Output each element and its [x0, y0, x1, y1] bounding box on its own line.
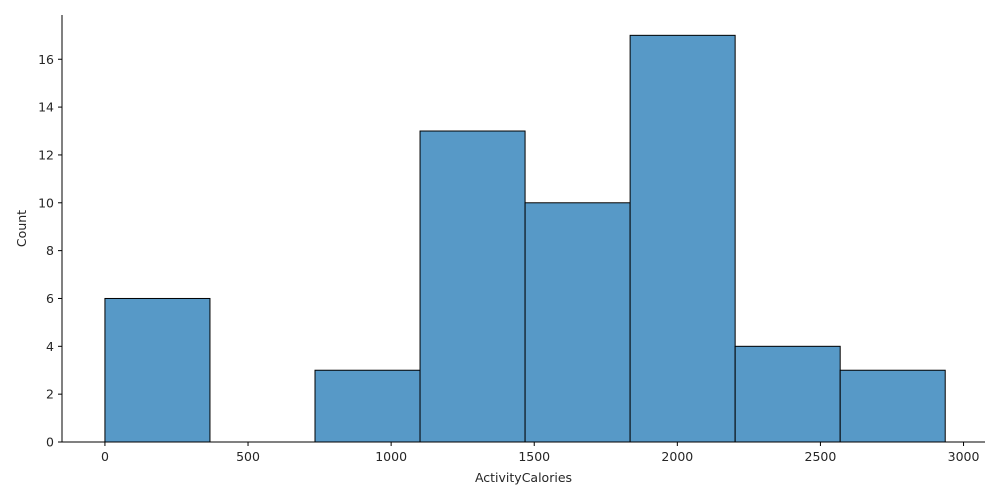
histogram-bar-2	[314, 369, 421, 443]
y-axis-title: Count	[14, 210, 29, 247]
x-axis-title: ActivityCalories	[475, 470, 572, 485]
histogram-bar-4	[524, 202, 631, 443]
x-tick-label: 2500	[805, 449, 837, 464]
y-tick-label: 14	[38, 100, 54, 115]
y-tick-label: 4	[46, 339, 54, 354]
y-tick-label: 16	[38, 52, 54, 67]
histogram-bar-6	[734, 345, 841, 443]
bars-group	[104, 34, 946, 443]
y-tick-label: 2	[46, 387, 54, 402]
y-tick-label: 12	[38, 147, 54, 162]
histogram-bar-5	[629, 34, 736, 443]
y-axis: 0 2 4 6 8 10 12 14 16	[38, 15, 63, 450]
histogram-bar-7	[839, 369, 946, 443]
y-tick-label: 8	[46, 243, 54, 258]
x-axis: 0 500 1000 1500 2000 2500 3000	[62, 441, 985, 464]
x-tick-label: 1500	[518, 449, 550, 464]
y-tick-label: 0	[46, 435, 54, 450]
x-tick-label: 2000	[661, 449, 693, 464]
histogram-bar-3	[419, 130, 526, 443]
histogram-bar-0	[104, 297, 211, 443]
y-tick-label: 10	[38, 195, 54, 210]
x-tick-label: 1000	[375, 449, 407, 464]
x-tick-label: 500	[236, 449, 260, 464]
y-tick-label: 6	[46, 291, 54, 306]
x-tick-label: 3000	[948, 449, 980, 464]
x-tick-label: 0	[101, 449, 109, 464]
